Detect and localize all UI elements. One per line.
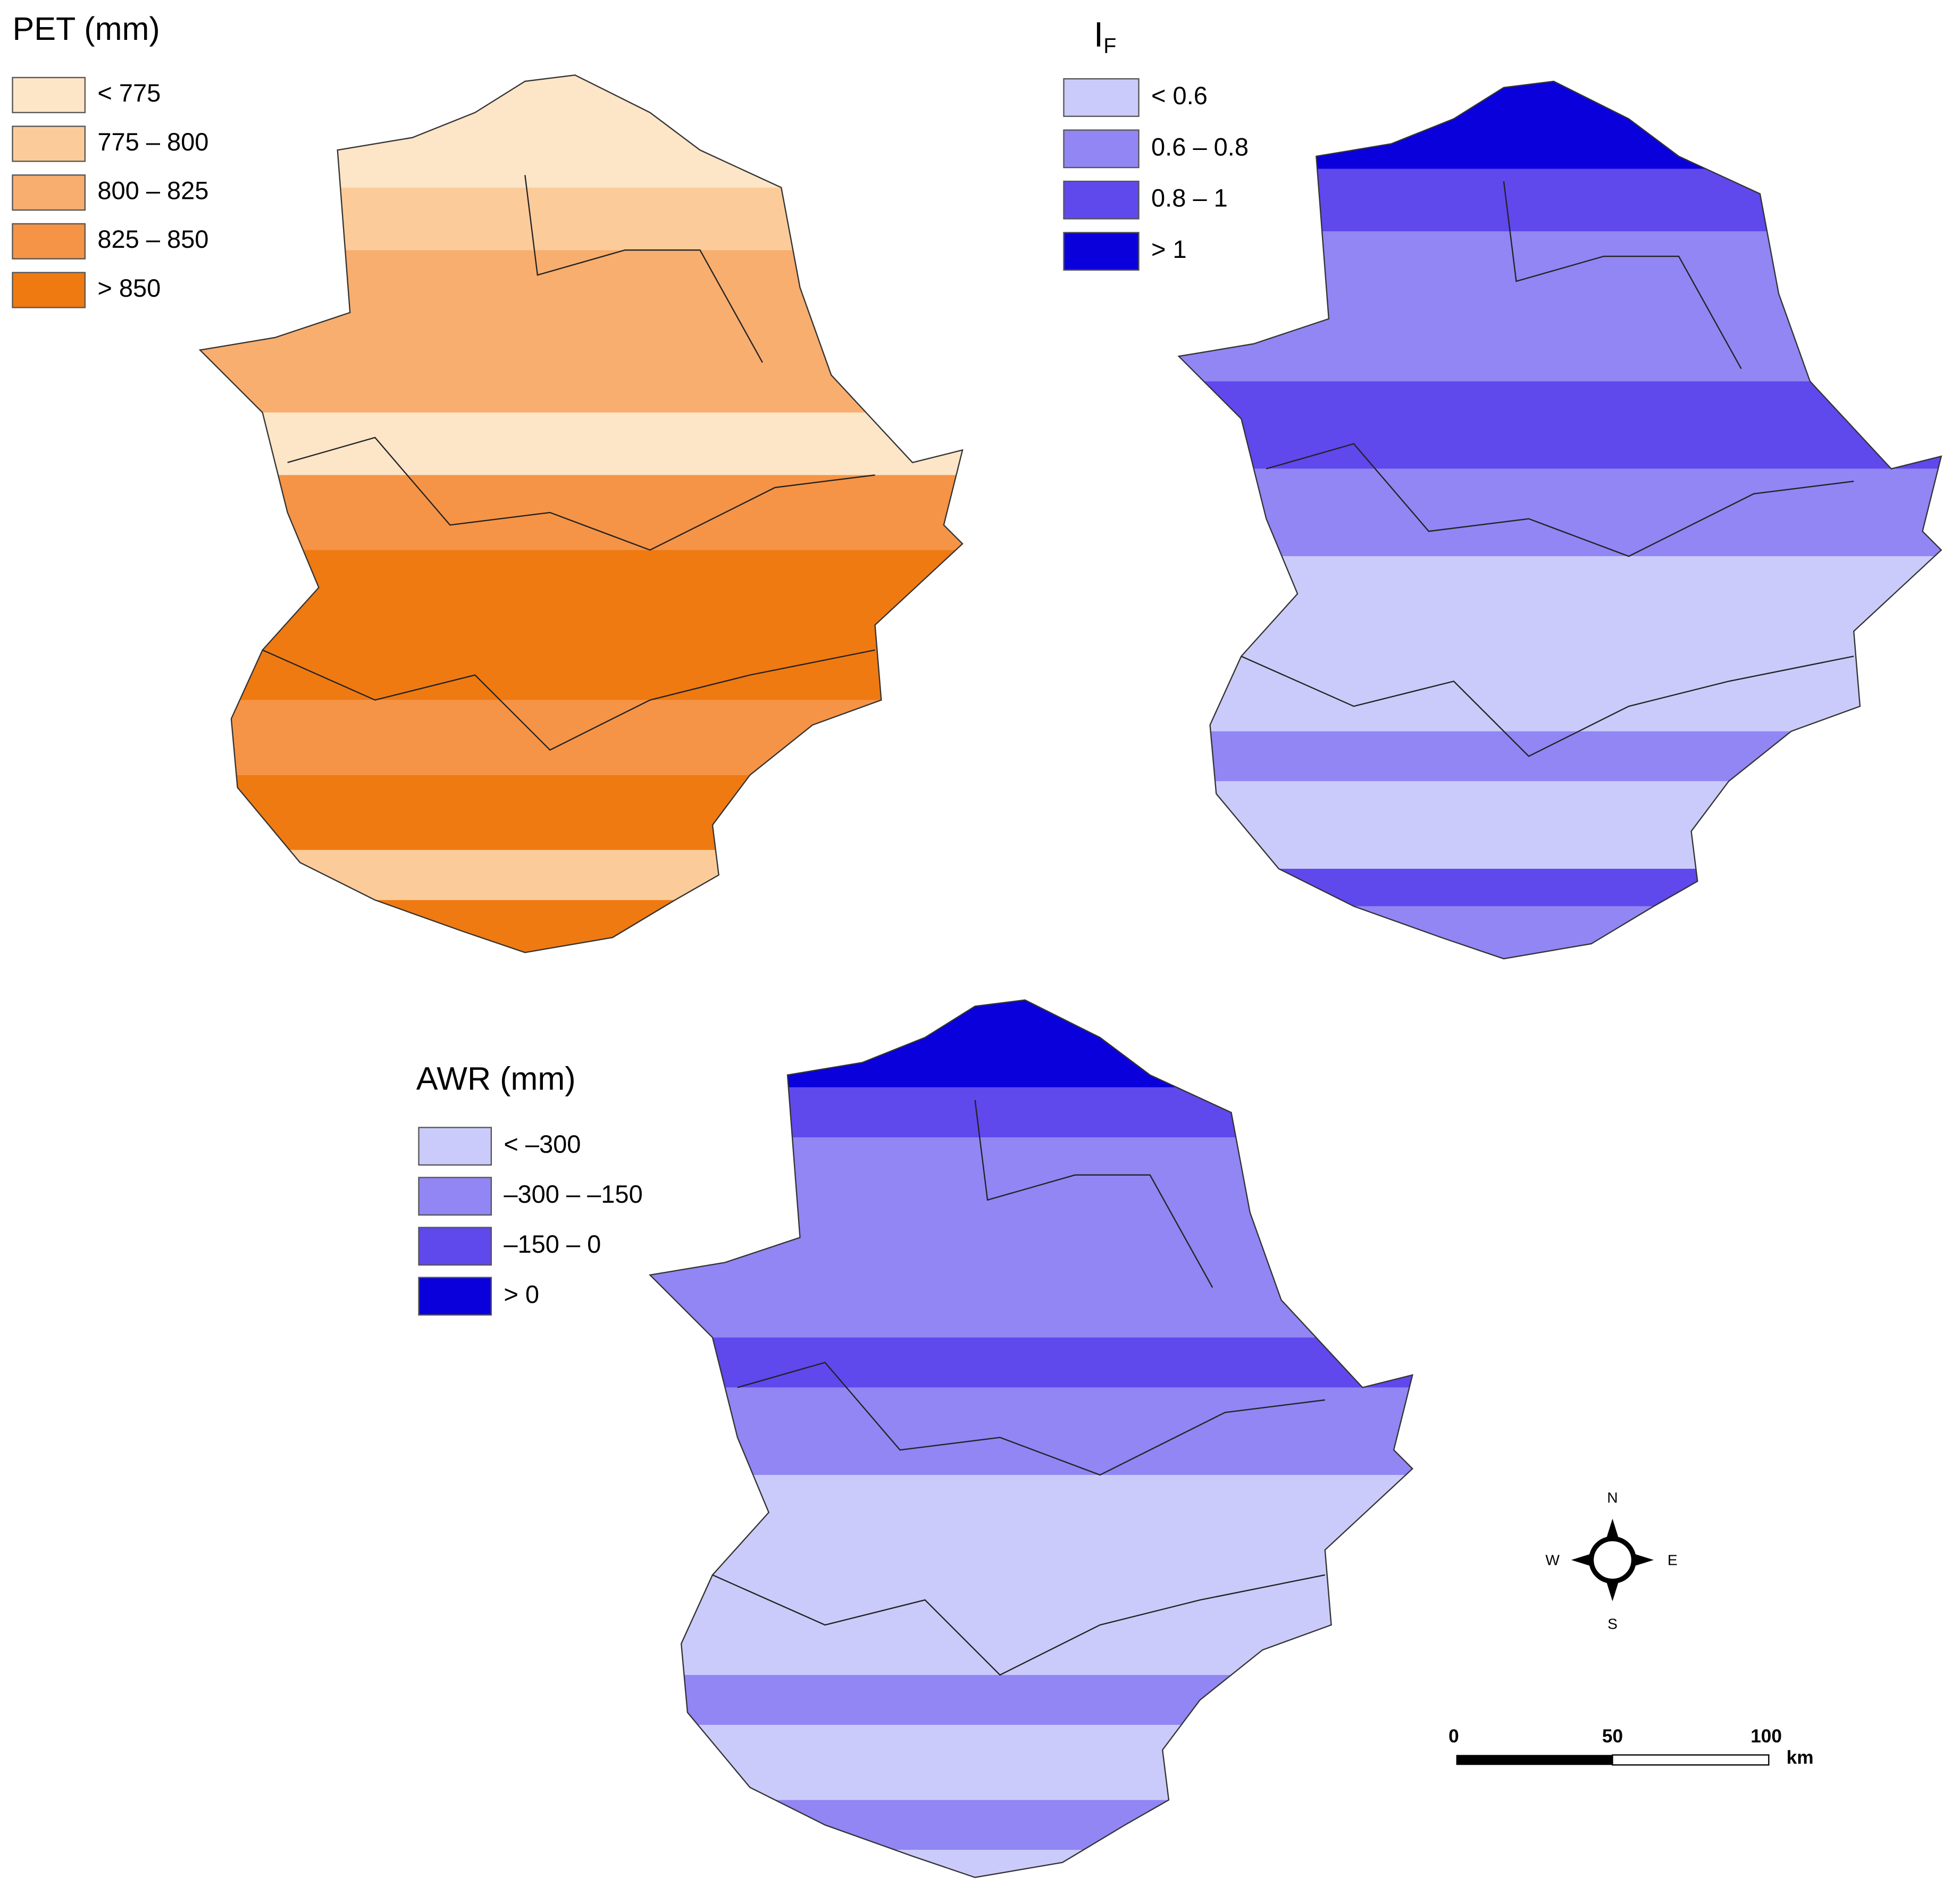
legend-swatch xyxy=(1063,232,1140,271)
legend-swatch xyxy=(12,77,86,113)
map-zone xyxy=(1178,231,1941,382)
legend-label: 0.6 – 0.8 xyxy=(1151,132,1249,161)
legend-swatch xyxy=(1063,129,1140,169)
legend-title: AWR (mm) xyxy=(416,1061,576,1097)
legend-label: > 0 xyxy=(504,1280,539,1308)
legend-label: < –300 xyxy=(504,1130,581,1158)
map-fill xyxy=(650,1000,1413,1877)
legend-label: 775 – 800 xyxy=(97,128,208,156)
legend-swatch xyxy=(12,272,86,308)
map-zone xyxy=(200,850,963,900)
legend-label: 825 – 850 xyxy=(97,225,208,253)
map-zone xyxy=(200,700,963,775)
map-zone xyxy=(200,75,963,188)
legend-swatch xyxy=(1063,78,1140,117)
district-borders xyxy=(262,175,875,751)
compass-s: S xyxy=(1607,1615,1618,1632)
map-zone xyxy=(650,1137,1413,1338)
map-zone xyxy=(200,250,963,413)
legend-swatch xyxy=(418,1227,492,1266)
legend-label: 800 – 825 xyxy=(97,177,208,205)
legend-label: < 775 xyxy=(97,79,161,107)
legend-swatch xyxy=(1063,180,1140,220)
legend-title-main: AWR (mm) xyxy=(416,1061,576,1097)
map-zone xyxy=(200,412,963,475)
map-zone xyxy=(200,475,963,550)
map-zone xyxy=(200,775,963,850)
legend-label: > 850 xyxy=(97,274,161,302)
map-zone xyxy=(1178,731,1941,782)
legend-swatch xyxy=(418,1277,492,1316)
scale-unit: km xyxy=(1787,1747,1814,1768)
map-zone xyxy=(1178,556,1941,732)
map-zone xyxy=(650,1800,1413,1850)
legend-label: 0.8 – 1 xyxy=(1151,184,1228,212)
map-zone xyxy=(650,1475,1413,1675)
legend-title: PET (mm) xyxy=(13,11,160,47)
map-zone xyxy=(1178,468,1941,557)
map xyxy=(1178,80,1942,960)
legend-label: –300 – –150 xyxy=(504,1180,642,1208)
map-zone xyxy=(1178,169,1941,232)
legend-label: < 0.6 xyxy=(1151,81,1208,110)
legend-title-main: PET (mm) xyxy=(13,11,160,47)
map-zone xyxy=(200,187,963,250)
map-zone xyxy=(1178,868,1941,907)
legend-swatch xyxy=(12,174,86,211)
legend-title-main: I xyxy=(1094,15,1103,54)
map-zone xyxy=(1178,781,1941,869)
compass-w: W xyxy=(1545,1552,1560,1569)
compass-e: E xyxy=(1668,1552,1678,1569)
district-borders xyxy=(1241,181,1854,757)
legend-label: –150 – 0 xyxy=(504,1230,601,1258)
map-zone xyxy=(1178,906,1941,959)
legend-title: IF xyxy=(1094,15,1116,58)
scale-label: 0 xyxy=(1448,1726,1459,1747)
legend-title-sub: F xyxy=(1103,35,1116,58)
district-borders xyxy=(712,1100,1326,1676)
map-zone xyxy=(650,1337,1413,1388)
legend-label: > 1 xyxy=(1151,235,1187,263)
scale-label: 100 xyxy=(1750,1726,1782,1747)
map-zone xyxy=(650,1675,1413,1725)
map xyxy=(199,74,964,953)
scale-bar: 0 50 100 km xyxy=(1448,1726,1813,1768)
compass: N S W E xyxy=(1545,1489,1677,1632)
legend-swatch xyxy=(12,125,86,162)
map-zone xyxy=(650,1850,1413,1877)
legend-swatch xyxy=(418,1127,492,1166)
map-zone xyxy=(200,900,963,953)
map-zone xyxy=(650,1087,1413,1138)
map-zone xyxy=(1178,81,1941,169)
map xyxy=(649,999,1413,1879)
map-zone xyxy=(650,1725,1413,1800)
scale-label: 50 xyxy=(1602,1726,1623,1747)
map-zone xyxy=(200,550,963,700)
map-zone xyxy=(650,1387,1413,1475)
compass-n: N xyxy=(1607,1489,1618,1506)
legend-swatch xyxy=(12,223,86,259)
legend-swatch xyxy=(418,1177,492,1216)
map-zone xyxy=(1178,381,1941,469)
